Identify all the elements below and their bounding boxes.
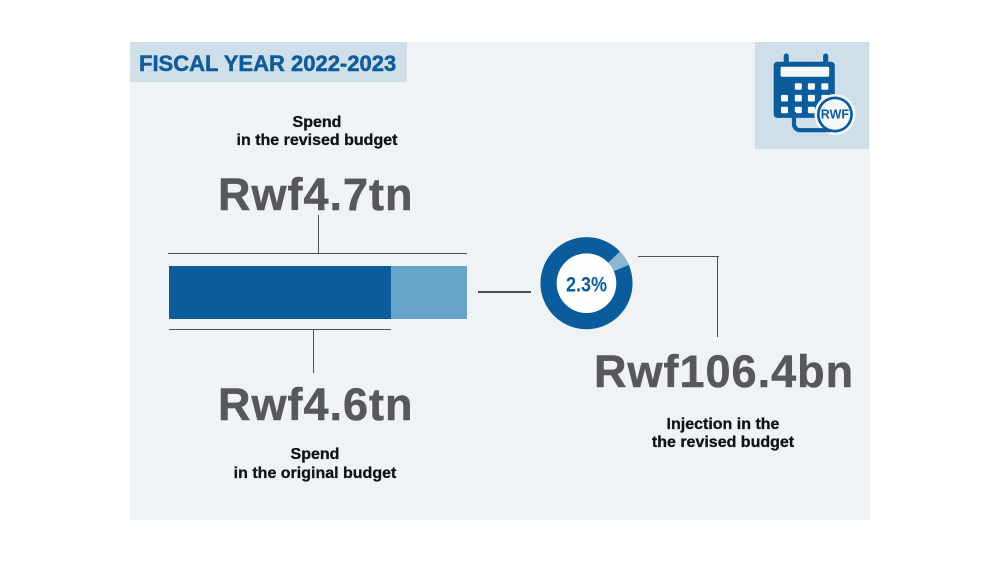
svg-text:RWF: RWF xyxy=(821,108,850,122)
svg-text:2.3%: 2.3% xyxy=(566,274,607,297)
